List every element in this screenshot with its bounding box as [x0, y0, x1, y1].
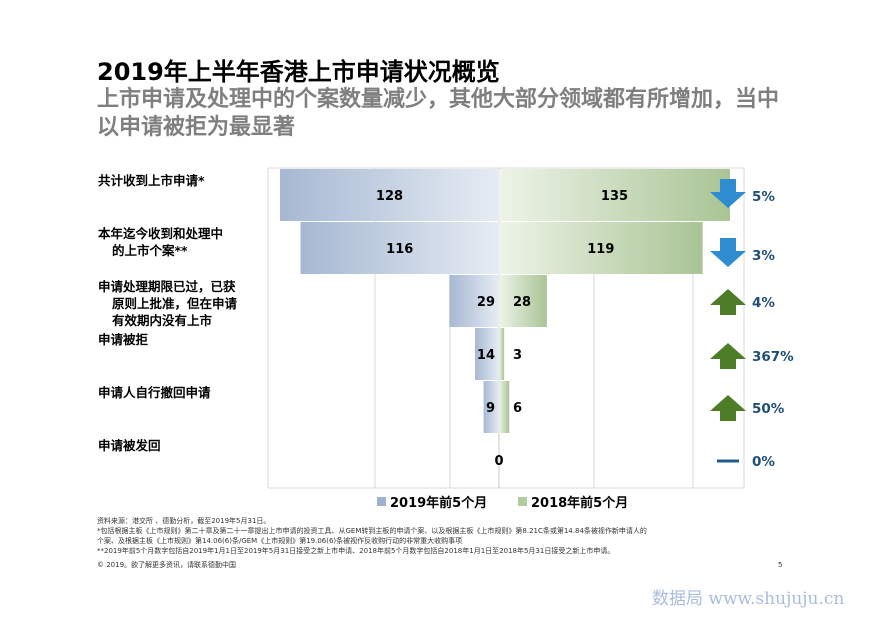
change-indicators: 5% 3% 4% 367% 50% 0% — [710, 179, 794, 470]
category-label: 本年迄今收到和处理中 — [98, 226, 223, 241]
change-label: 0% — [752, 454, 775, 470]
change-label: 3% — [752, 248, 775, 264]
category-label: 申请被拒 — [98, 332, 149, 347]
legend-label-2018: 2018年前5个月 — [531, 495, 628, 511]
value-label-2018: 119 — [587, 242, 614, 257]
bar-2019 — [449, 275, 499, 327]
change-label: 50% — [752, 401, 785, 417]
bar-2018 — [499, 381, 510, 433]
arrow-down-icon — [710, 238, 746, 267]
chart-legend: 2019年前5个月 2018年前5个月 — [377, 495, 628, 511]
bar-2019 — [279, 169, 499, 221]
legend-swatch-2019 — [377, 497, 386, 506]
value-label-2019: 14 — [477, 348, 495, 363]
bar-2019 — [300, 222, 499, 274]
page-number: 5 — [778, 561, 783, 569]
copyright: © 2019。欲了解更多资讯，请联系德勤中国 — [97, 561, 237, 569]
arrow-up-icon — [710, 289, 746, 315]
category-label: 申请处理期限已过，已获 — [98, 279, 236, 294]
change-label: 5% — [752, 189, 775, 205]
value-label-2019: 29 — [477, 295, 495, 310]
arrow-down-icon — [710, 179, 746, 208]
bar-2018 — [499, 328, 505, 380]
category-label: 申请被发回 — [98, 438, 161, 453]
value-label-2019: 128 — [376, 189, 403, 204]
arrow-up-icon — [710, 395, 746, 421]
footnote-line: **2019年前5个月数字包括自2019年1月1日至2019年5月31日接受之新… — [97, 547, 615, 555]
bar-2019 — [483, 381, 499, 433]
change-label: 367% — [752, 349, 794, 365]
watermark: 数据局 www.shujuju.cn — [652, 589, 845, 609]
page-subtitle: 上市申请及处理中的个案数量减少，其他大部分领域都有所增加，当中以申请被拒为最显著 — [97, 87, 780, 140]
value-label-2018: 28 — [513, 295, 531, 310]
chart-bars — [279, 169, 730, 433]
page-title: 2019年上半年香港上市申请状况概览 — [97, 58, 500, 86]
footnote-line: 资料来源：港交所 、德勤分析，截至2019年5月31日。 — [97, 517, 271, 525]
dash-icon — [717, 459, 739, 463]
category-label: 有效期内没有上市 — [112, 313, 213, 328]
footnote-line: 个案、及根据主板《上市规则》第14.06(6)条/GEM《上市规则》第19.06… — [97, 537, 463, 545]
value-label-2018: 6 — [513, 401, 522, 416]
value-label-2019: 116 — [386, 242, 413, 257]
bar-2018 — [499, 275, 547, 327]
bar-2019 — [475, 328, 499, 380]
value-label-2018: 135 — [601, 189, 628, 204]
category-label: 共计收到上市申请* — [98, 173, 205, 188]
category-label: 申请人自行撤回申请 — [98, 385, 211, 400]
footnote-line: *包括根据主板《上市规则》第二十章及第二十一章提出上市申请的投资工具、从GEM转… — [97, 527, 647, 535]
bar-2018 — [499, 169, 730, 221]
value-label-2019: 0 — [494, 454, 503, 469]
plot-frame — [267, 167, 745, 489]
category-label: 的上市个案** — [112, 243, 188, 258]
legend-swatch-2018 — [518, 497, 527, 506]
value-label-2019: 9 — [486, 401, 495, 416]
change-label: 4% — [752, 295, 775, 311]
arrow-up-icon — [710, 343, 746, 369]
value-label-2018: 3 — [513, 348, 522, 363]
legend-label-2019: 2019年前5个月 — [390, 495, 487, 511]
bar-2018 — [499, 222, 703, 274]
category-label: 原则上批准，但在申请 — [112, 296, 238, 311]
